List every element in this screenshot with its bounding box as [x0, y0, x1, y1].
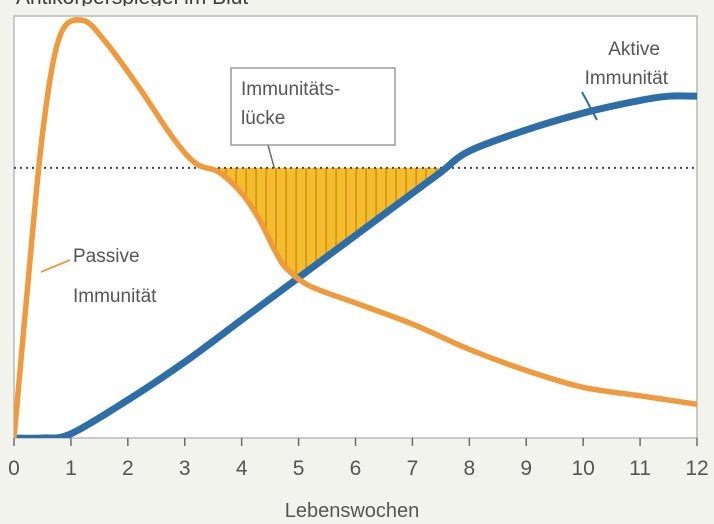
x-tick-label: 3 [179, 457, 191, 480]
x-tick-label: 8 [463, 457, 475, 480]
x-axis: 0 1 2 3 4 5 6 7 8 9 10 11 12 [8, 438, 709, 480]
x-tick-label: 10 [571, 457, 594, 480]
x-tick-label: 6 [350, 457, 362, 480]
x-axis-title: Lebenswochen [285, 500, 420, 522]
x-tick-label: 5 [293, 457, 305, 480]
series-line-active [14, 92, 697, 438]
chart-title: Antikörperspiegel im Blut [16, 0, 248, 9]
x-tick-label: 4 [236, 457, 248, 480]
passive-label-leader [40, 259, 71, 273]
x-tick-label: 12 [685, 457, 708, 480]
series-line-passive [14, 17, 697, 438]
active-label-line-2: Immunität [585, 68, 669, 89]
passive-label-line-1: Passive [73, 246, 140, 267]
active-label-line-1: Aktive [608, 39, 660, 60]
x-tick-label: 0 [8, 457, 20, 480]
x-tick-label: 11 [629, 457, 651, 480]
immunity-gap-area [208, 167, 447, 278]
passive-label-line-2: Immunität [73, 286, 157, 307]
x-tick-label: 9 [520, 457, 532, 480]
active-label-leader [581, 91, 598, 121]
x-tick-label: 2 [122, 457, 134, 480]
x-tick-label: 7 [407, 457, 419, 480]
gap-label-box [230, 67, 396, 146]
gap-label-line-2: lücke [241, 108, 285, 129]
x-tick-label: 1 [65, 457, 77, 480]
immunity-gap-hatch [215, 167, 447, 276]
gap-label-line-1: Immunitäts- [241, 79, 340, 100]
